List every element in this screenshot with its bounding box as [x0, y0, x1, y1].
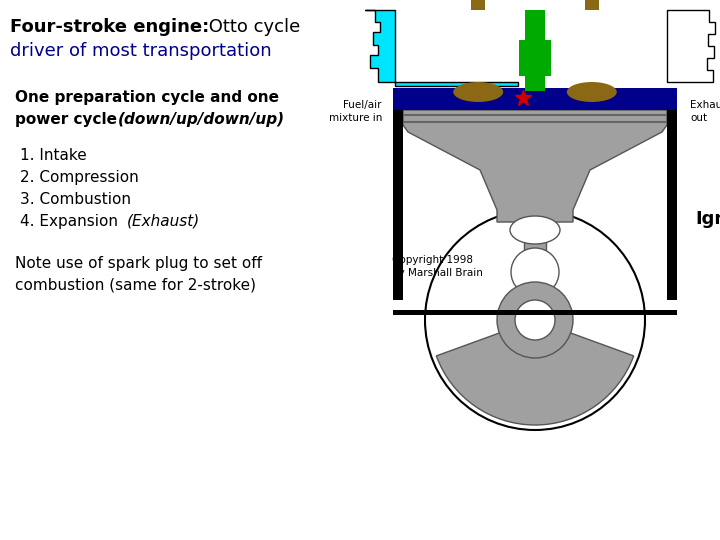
Circle shape: [497, 282, 573, 358]
Polygon shape: [365, 10, 518, 86]
Ellipse shape: [510, 216, 560, 244]
Bar: [393, 110, 403, 300]
Polygon shape: [667, 10, 715, 82]
Circle shape: [515, 300, 555, 340]
Polygon shape: [558, 10, 667, 82]
Text: 4. Expansion: 4. Expansion: [20, 214, 123, 229]
Bar: [667, 110, 677, 300]
Text: Exhaust
out: Exhaust out: [690, 100, 720, 123]
Text: 3. Combustion: 3. Combustion: [20, 192, 131, 207]
Circle shape: [425, 210, 645, 430]
Bar: [393, 88, 677, 110]
Bar: [524, 222, 546, 310]
Text: Otto cycle: Otto cycle: [203, 18, 300, 36]
Text: Fuel/air
mixture in: Fuel/air mixture in: [328, 100, 382, 123]
Text: combustion (same for 2-stroke): combustion (same for 2-stroke): [15, 278, 256, 293]
Polygon shape: [403, 110, 667, 222]
Text: Four-stroke engine:: Four-stroke engine:: [10, 18, 210, 36]
Text: (Exhaust): (Exhaust): [127, 214, 200, 229]
Text: Note use of spark plug to set off: Note use of spark plug to set off: [15, 256, 262, 271]
Text: driver of most transportation: driver of most transportation: [10, 42, 271, 60]
Text: 2. Compression: 2. Compression: [20, 170, 139, 185]
Text: Copyright 1998
by Marshall Brain: Copyright 1998 by Marshall Brain: [392, 255, 483, 278]
Ellipse shape: [453, 82, 503, 102]
Ellipse shape: [567, 82, 617, 102]
Bar: [585, 0, 599, 10]
Bar: [393, 310, 677, 315]
Text: One preparation cycle and one: One preparation cycle and one: [15, 90, 279, 105]
Wedge shape: [436, 320, 634, 425]
Text: (down/up/down/up): (down/up/down/up): [118, 112, 285, 127]
Text: 1. Intake: 1. Intake: [20, 148, 86, 163]
Polygon shape: [519, 10, 551, 91]
Bar: [471, 0, 485, 10]
Circle shape: [511, 248, 559, 296]
Text: Ignition: Ignition: [695, 210, 720, 228]
Text: power cycle: power cycle: [15, 112, 122, 127]
